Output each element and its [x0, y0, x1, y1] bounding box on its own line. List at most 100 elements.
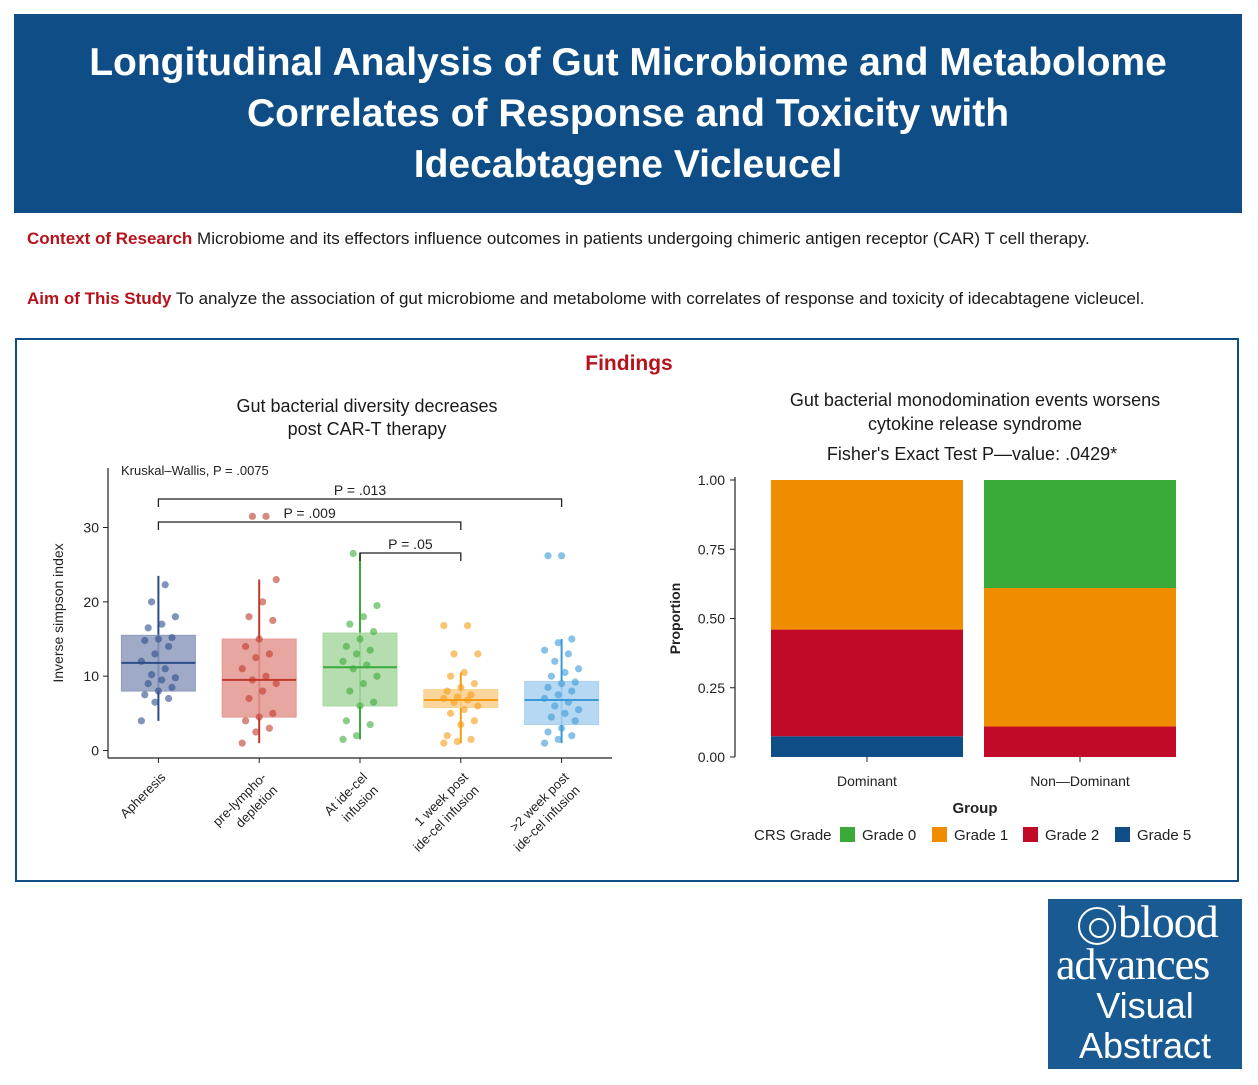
- significance-label: P = .05: [388, 536, 433, 552]
- box-data-point: [575, 665, 583, 673]
- logo-line-3: Visual: [1096, 985, 1194, 1026]
- box-data-point: [265, 724, 273, 732]
- legend-swatch: [1115, 827, 1130, 842]
- box-data-point: [460, 668, 468, 677]
- box-data-point: [568, 732, 576, 740]
- box-iqr: [524, 680, 600, 726]
- box-data-point: [259, 687, 267, 695]
- box-data-point: [561, 668, 569, 677]
- box-data-point: [353, 732, 361, 740]
- box-data-point: [151, 650, 159, 658]
- box-data-point: [544, 552, 552, 560]
- box-data-point: [168, 683, 176, 691]
- box-data-point: [564, 650, 573, 658]
- box-data-point: [346, 687, 354, 695]
- box-data-point: [242, 642, 250, 651]
- box-data-point: [470, 717, 478, 725]
- legend-label: Grade 1: [954, 827, 1008, 844]
- box-data-point: [551, 657, 559, 665]
- box-y-tick-label: 30: [83, 519, 99, 535]
- box-data-point: [141, 636, 149, 645]
- box-data-point: [165, 694, 173, 703]
- box-data-point: [464, 622, 472, 630]
- box-chart-title-line: Gut bacterial diversity decreases: [236, 396, 497, 416]
- legend-swatch: [932, 827, 947, 842]
- box-data-point: [171, 613, 179, 621]
- aim-text: To analyze the association of gut microb…: [171, 289, 1145, 308]
- legend-label: Grade 0: [862, 827, 916, 844]
- box-data-point: [554, 691, 562, 699]
- box-data-point: [356, 635, 364, 643]
- bar-y-tick-label: 1.00: [698, 472, 725, 488]
- box-data-point: [470, 680, 478, 688]
- box-data-point: [450, 698, 458, 706]
- box-data-point: [467, 691, 475, 699]
- box-data-point: [547, 713, 556, 721]
- findings-panel: [15, 338, 1239, 882]
- title-banner: Longitudinal Analysis of Gut Microbiome …: [14, 14, 1242, 213]
- box-data-point: [474, 650, 482, 658]
- box-data-point: [272, 680, 280, 688]
- page-title: Longitudinal Analysis of Gut Microbiome …: [89, 41, 1167, 186]
- box-data-point: [137, 657, 145, 665]
- box-data-point: [474, 702, 482, 710]
- box-data-point: [443, 732, 451, 740]
- box-data-point: [238, 665, 246, 673]
- box-data-point: [551, 702, 559, 710]
- logo-line-1: blood: [1118, 896, 1219, 947]
- stacked-bar-segment: [984, 480, 1176, 589]
- box-data-point: [363, 661, 371, 669]
- box-data-point: [158, 620, 166, 628]
- box-data-point: [443, 687, 451, 695]
- box-iqr: [322, 632, 398, 707]
- box-data-point: [370, 698, 378, 706]
- box-data-point: [447, 672, 455, 680]
- box-data-point: [161, 581, 169, 589]
- box-data-point: [137, 717, 145, 725]
- bar-y-axis-label: Proportion: [667, 583, 683, 655]
- bar-y-tick-label: 0.25: [698, 680, 725, 696]
- box-data-point: [541, 739, 549, 747]
- box-data-point: [568, 687, 576, 695]
- box-data-point: [245, 613, 253, 621]
- legend-swatch: [840, 827, 855, 842]
- box-data-point: [558, 552, 566, 560]
- aim-label: Aim of This Study: [27, 289, 172, 308]
- society-seal-icon: [1078, 907, 1116, 945]
- bar-y-tick-label: 0.00: [698, 749, 725, 765]
- significance-label: P = .013: [334, 482, 387, 498]
- box-data-point: [353, 650, 361, 658]
- box-data-point: [554, 639, 562, 647]
- box-data-point: [453, 693, 461, 701]
- box-data-point: [141, 691, 149, 699]
- box-data-point: [339, 735, 347, 744]
- box-data-point: [238, 739, 246, 747]
- box-chart-title-line: post CAR-T therapy: [288, 419, 447, 439]
- significance-bracket: [157, 521, 462, 530]
- box-data-point: [148, 671, 156, 679]
- box-data-point: [541, 694, 549, 703]
- box-data-point: [252, 728, 260, 736]
- box-data-point: [366, 646, 374, 654]
- box-data-point: [242, 717, 250, 725]
- box-data-point: [255, 713, 263, 721]
- findings-title: Findings: [585, 352, 673, 375]
- box-data-point: [262, 512, 270, 520]
- box-data-point: [440, 739, 448, 747]
- box-data-point: [366, 720, 374, 729]
- logo-line-2: advances: [1056, 940, 1210, 989]
- box-data-point: [349, 665, 357, 673]
- box-data-point: [453, 738, 461, 746]
- box-data-point: [440, 694, 448, 703]
- fisher-test-label: Fisher's Exact Test P—value: .0429*: [827, 444, 1117, 464]
- stacked-bar-segment: [771, 736, 963, 757]
- box-data-point: [541, 646, 549, 654]
- box-data-point: [269, 616, 277, 625]
- box-data-point: [151, 698, 159, 706]
- bar-x-tick-label: Non—Dominant: [1030, 773, 1130, 789]
- significance-bracket: [157, 498, 563, 507]
- box-data-point: [342, 642, 350, 651]
- logo-line-4: Abstract: [1078, 1025, 1212, 1066]
- box-data-point: [349, 549, 357, 558]
